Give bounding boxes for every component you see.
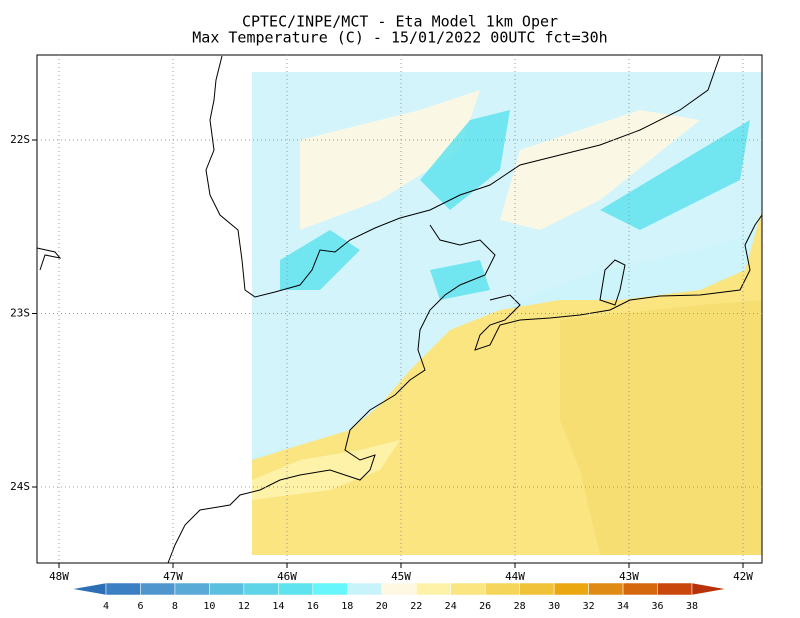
colorbar-label: 30 [548,601,560,612]
lon-label: 45W [391,570,411,583]
colorbar-box [622,582,658,596]
coastline [36,55,763,564]
lat-label: 24S [10,480,30,493]
colorbar-arrow [691,582,727,596]
colorbar-box [519,582,555,596]
colorbar-label: 28 [514,601,526,612]
colorbar-box [174,582,210,596]
colorbar-label: 6 [137,601,143,612]
colorbar-label: 12 [238,601,250,612]
colorbar-label: 36 [652,601,664,612]
colorbar-box [450,582,486,596]
lon-label: 46W [277,570,297,583]
lon-label: 47W [163,570,183,583]
lat-label: 22S [10,133,30,146]
colorbar-box [381,582,417,596]
colorbar-label: 16 [307,601,319,612]
colorbar-arrow [71,582,107,596]
colorbar-box [105,582,141,596]
title: CPTEC/INPE/MCT - Eta Model 1km Oper [242,13,558,31]
colorbar-label: 10 [203,601,215,612]
lon-label: 44W [505,570,525,583]
colorbar-box [278,582,314,596]
colorbar-box [209,582,245,596]
lat-label: 23S [10,307,30,320]
colorbar-label: 20 [376,601,388,612]
lon-label: 42W [733,570,753,583]
colorbar-box [140,582,176,596]
colorbar-label: 14 [272,601,284,612]
colorbar-label: 34 [617,601,629,612]
colorbar-box [347,582,383,596]
lon-label: 43W [619,570,639,583]
colorbar-box [243,582,279,596]
colorbar-box [484,582,520,596]
colorbar-label: 4 [103,601,109,612]
colorbar-box [588,582,624,596]
colorbar-label: 26 [479,601,491,612]
colorbar-label: 32 [583,601,595,612]
colorbar-box [312,582,348,596]
colorbar-box [657,582,693,596]
colorbar-label: 18 [341,601,353,612]
subtitle: Max Temperature (C) - 15/01/2022 00UTC f… [192,29,607,47]
colorbar-label: 22 [410,601,422,612]
colorbar-box [415,582,451,596]
colorbar-label: 8 [172,601,178,612]
colorbar-label: 38 [686,601,698,612]
colorbar-box [553,582,589,596]
lon-label: 48W [49,570,69,583]
colorbar-label: 24 [445,601,457,612]
map-frame [36,54,763,564]
